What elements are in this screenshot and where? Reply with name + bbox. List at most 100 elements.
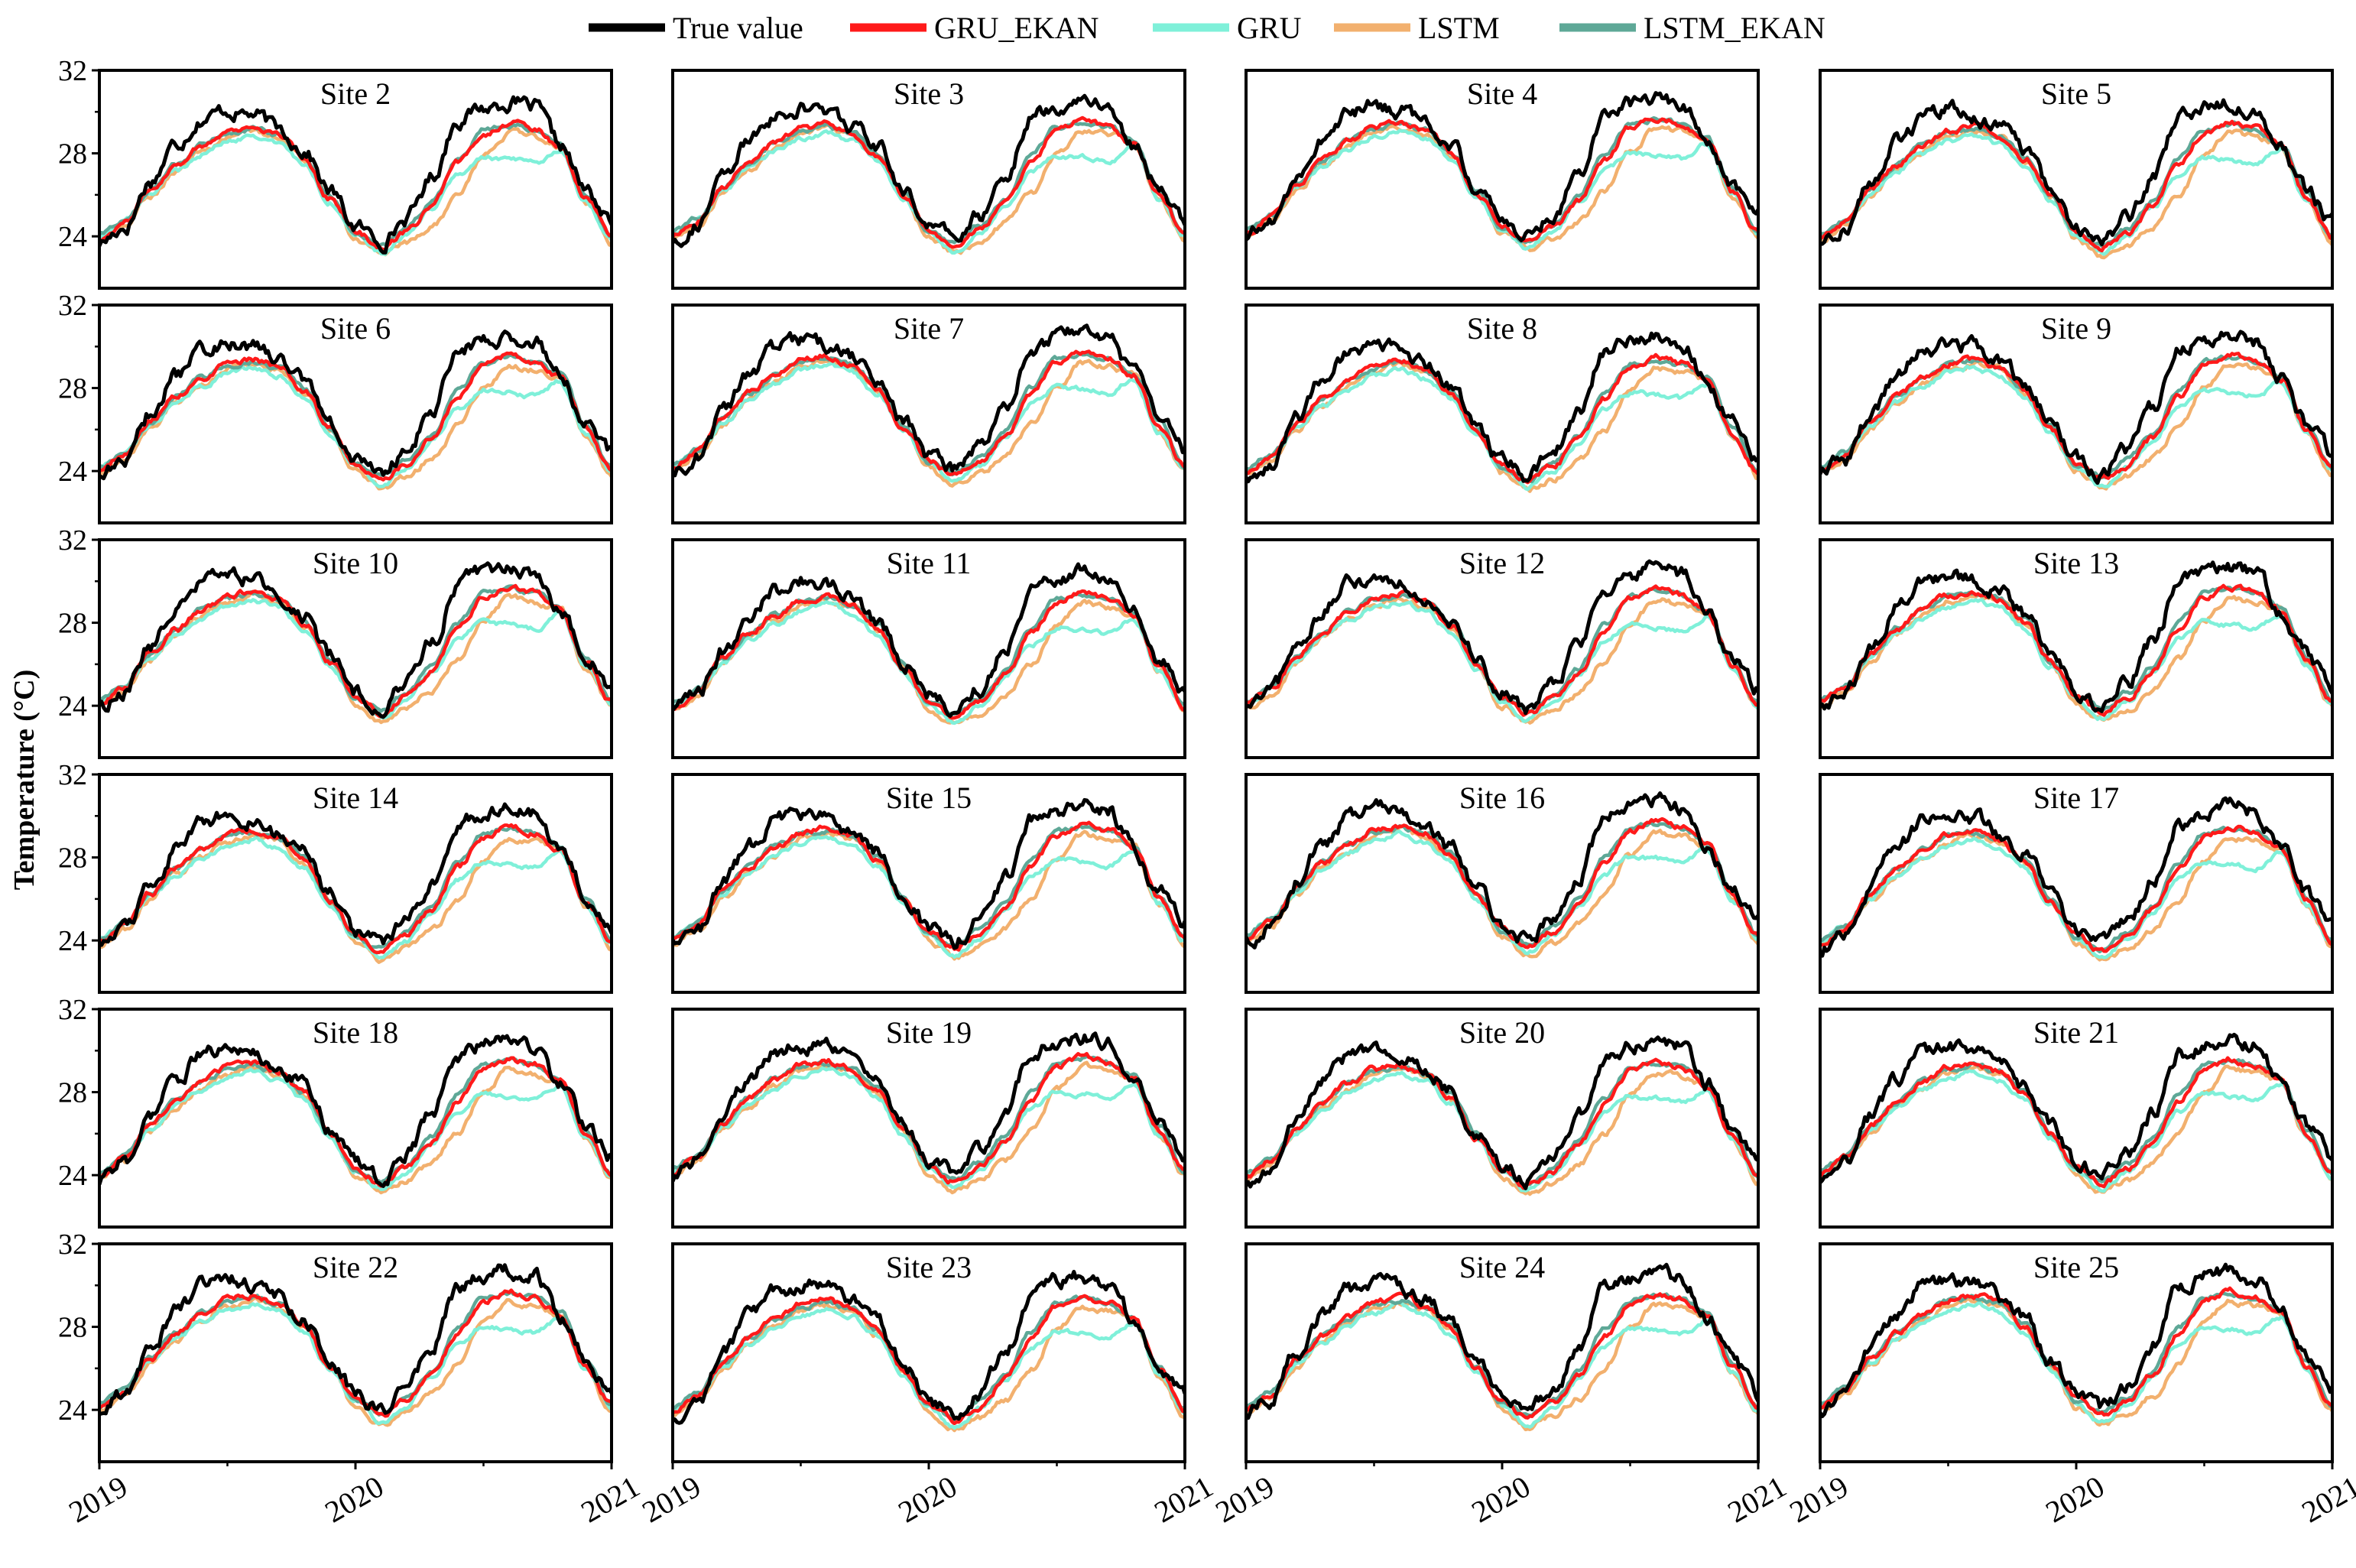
legend-entry: GRU_EKAN — [850, 11, 1099, 45]
panel-series — [99, 95, 612, 257]
panel-title-prefix: Site — [2033, 1015, 2088, 1050]
panel-title: Site 14 — [313, 781, 398, 815]
panel-series — [1246, 1262, 1758, 1432]
y-tick-label: 24 — [58, 925, 87, 957]
y-tick-label: 28 — [58, 842, 87, 875]
x-tick-label: 2021 — [1148, 1469, 1219, 1529]
series-line-gru-ekan — [99, 583, 612, 719]
y-tick-label: 24 — [58, 221, 87, 253]
panel-series — [1820, 330, 2332, 491]
panel-title: Site 16 — [1459, 781, 1545, 815]
panel-title: Site 18 — [313, 1015, 398, 1050]
panel-series — [673, 1031, 1185, 1195]
panel-title-prefix: Site — [2033, 1250, 2088, 1284]
panel-series — [99, 1034, 612, 1195]
panel-title-site: 8 — [1522, 311, 1537, 346]
panel-site-7: Site 7 — [671, 304, 1186, 524]
series-line-lstm — [673, 829, 1185, 961]
panel-site-15: Site 15 — [671, 773, 1186, 994]
panel-frame — [1819, 538, 2334, 759]
series-line-gru-ekan — [673, 115, 1185, 249]
x-tick-label: 2020 — [319, 1469, 389, 1529]
panel-frame — [1245, 304, 1760, 524]
series-line-lstm-ekan — [673, 351, 1185, 477]
series-line-lstm — [673, 596, 1185, 726]
series-line-gru-ekan — [673, 589, 1185, 720]
series-line-gru-ekan — [1820, 352, 2332, 480]
x-tick-label: 2020 — [2040, 1469, 2110, 1529]
series-line-true-value — [1246, 791, 1758, 950]
x-tick-label: 2021 — [575, 1469, 645, 1529]
series-line-gru — [1820, 365, 2332, 489]
panel-frame — [98, 304, 613, 524]
panel-title: Site 9 — [2041, 311, 2111, 346]
panel-title-prefix: Site — [320, 76, 375, 111]
panel-title-site: 3 — [949, 76, 964, 111]
y-tick-label: 32 — [58, 759, 87, 791]
panel-series — [673, 562, 1185, 726]
series-line-true-value — [99, 1263, 612, 1417]
series-line-true-value — [1246, 91, 1758, 242]
panel-frame — [98, 1008, 613, 1229]
panel-title-site: 7 — [949, 311, 964, 346]
panel-title: Site 8 — [1467, 311, 1537, 346]
series-line-gru — [1820, 1301, 2332, 1424]
panel-site-20: Site 20 — [1245, 1008, 1760, 1229]
series-line-gru — [99, 835, 612, 960]
legend-label: LSTM_EKAN — [1644, 11, 1825, 45]
panel-title-prefix: Site — [2041, 311, 2096, 346]
y-axis-label-unit: °C — [8, 679, 41, 712]
panel-title: Site 13 — [2033, 546, 2119, 580]
series-line-true-value — [673, 562, 1185, 718]
series-line-true-value — [1820, 98, 2332, 247]
series-line-true-value — [673, 323, 1185, 478]
y-axis-label-suffix: ) — [8, 670, 41, 680]
panel-series — [1820, 1032, 2332, 1194]
panel-title-prefix: Site — [887, 546, 942, 580]
panel-series — [99, 330, 612, 491]
legend-label: True value — [673, 11, 803, 45]
series-line-gru-ekan — [673, 1051, 1185, 1185]
panel-site-23: Site 23 2019 2020 2021 — [636, 1242, 1219, 1529]
panel-frame — [1819, 304, 2334, 524]
y-tick-label: 24 — [58, 456, 87, 488]
series-line-lstm — [99, 1064, 612, 1195]
legend-label: GRU — [1237, 11, 1302, 45]
panel-title-prefix: Site — [894, 76, 949, 111]
series-line-lstm — [1820, 831, 2332, 962]
panel-site-25: Site 25 2019 2020 2021 — [1783, 1242, 2356, 1529]
panel-title-prefix: Site — [1459, 781, 1514, 815]
panel-title: Site 2 — [320, 76, 391, 111]
panel-frame — [671, 538, 1186, 759]
y-tick-label: 28 — [58, 1312, 87, 1344]
panel-series — [1246, 791, 1758, 959]
panel-title: Site 5 — [2041, 76, 2111, 111]
series-line-true-value — [673, 1031, 1185, 1183]
series-line-gru-ekan — [1246, 584, 1758, 717]
panel-site-8: Site 8 — [1245, 304, 1760, 524]
panel-title-site: 10 — [368, 546, 398, 580]
legend-entry: GRU — [1153, 11, 1302, 45]
series-line-true-value — [99, 1034, 612, 1188]
panel-title-site: 12 — [1514, 546, 1545, 580]
x-tick-label: 2021 — [1722, 1469, 1792, 1529]
panel-site-14: Site 14 24 28 32 — [58, 759, 613, 994]
panel-frame — [1819, 1008, 2334, 1229]
panel-site-10: Site 10 24 28 32 — [58, 524, 613, 759]
series-line-true-value — [1246, 331, 1758, 484]
y-tick-label: 24 — [58, 1160, 87, 1192]
panel-title: Site 10 — [313, 546, 398, 580]
series-line-true-value — [1820, 330, 2332, 485]
series-line-true-value — [99, 330, 612, 481]
panel-site-11: Site 11 — [671, 538, 1186, 759]
panel-site-9: Site 9 — [1819, 304, 2334, 524]
series-line-gru-ekan — [1246, 117, 1758, 242]
panel-site-18: Site 18 24 28 32 — [58, 994, 613, 1229]
panel-site-22: Site 22 24 28 32 2019 2020 2021 — [58, 1229, 645, 1529]
y-tick-label: 32 — [58, 524, 87, 557]
panel-title-site: 19 — [941, 1015, 972, 1050]
panel-site-13: Site 13 — [1819, 538, 2334, 759]
panel-title: Site 25 — [2033, 1250, 2119, 1284]
x-tick-label: 2019 — [63, 1469, 133, 1529]
